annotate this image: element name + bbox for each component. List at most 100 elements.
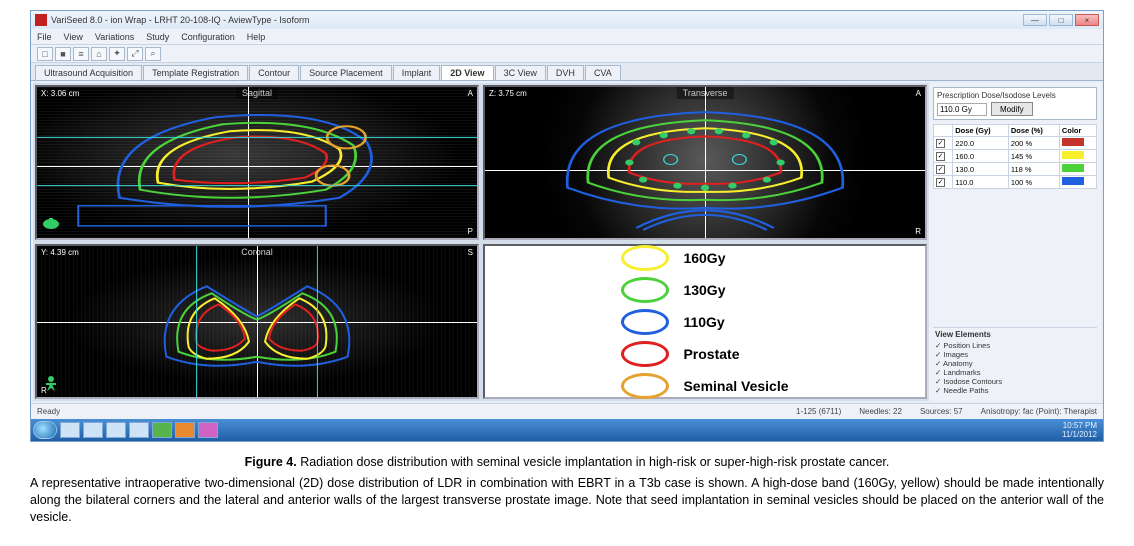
taskbar-icon-2[interactable]	[83, 422, 103, 438]
figure-title: Radiation dose distribution with seminal…	[300, 455, 889, 469]
tab-cva[interactable]: CVA	[585, 65, 621, 80]
status-ready: Ready	[37, 407, 60, 416]
tool-btn-2[interactable]: ■	[55, 47, 71, 61]
status-source-type: 1-125 (6711)	[796, 407, 841, 416]
start-button-icon[interactable]	[33, 421, 57, 439]
window-close-button[interactable]: ×	[1075, 14, 1099, 26]
legend-oval-110-icon	[621, 309, 669, 335]
rx-modify-button[interactable]: Modify	[991, 102, 1033, 116]
transverse-contours	[485, 87, 925, 238]
legend-oval-prostate-icon	[621, 341, 669, 367]
view-legend: 160Gy 130Gy 110Gy Prostate	[483, 244, 927, 399]
menu-study[interactable]: Study	[146, 32, 169, 42]
tool-btn-3[interactable]: ≡	[73, 47, 89, 61]
tool-btn-6[interactable]: ⤢	[127, 47, 143, 61]
menu-variations[interactable]: Variations	[95, 32, 134, 42]
ve-isodose[interactable]: ✓ Isodose Contours	[935, 377, 1095, 386]
view-sagittal[interactable]: Sagittal X: 3.06 cm A P	[35, 85, 479, 240]
iso-chk-110[interactable]: ✓	[936, 178, 945, 187]
iso-h-color: Color	[1059, 125, 1096, 137]
legend-prostate: Prostate	[621, 341, 788, 367]
status-needles: Needles: 22	[859, 407, 902, 416]
window-min-button[interactable]: —	[1023, 14, 1047, 26]
taskbar-icon-3[interactable]	[106, 422, 126, 438]
titlebar: VariSeed 8.0 - ion Wrap - LRHT 20-108-IQ…	[31, 11, 1103, 29]
tab-ultrasound[interactable]: Ultrasound Acquisition	[35, 65, 142, 80]
iso-color-110-icon	[1062, 177, 1084, 185]
sagittal-orient-icon	[41, 214, 61, 234]
iso-row-110[interactable]: ✓ 110.0 100 %	[934, 176, 1097, 189]
tab-template-reg[interactable]: Template Registration	[143, 65, 248, 80]
figure-body: A representative intraoperative two-dime…	[30, 475, 1104, 526]
ve-anatomy[interactable]: ✓ Anatomy	[935, 359, 1095, 368]
tool-btn-7[interactable]: ⌕	[145, 47, 161, 61]
iso-row-220[interactable]: ✓ 220.0 200 %	[934, 137, 1097, 150]
tab-3c-view[interactable]: 3C View	[495, 65, 546, 80]
taskbar-icon-5[interactable]	[152, 422, 172, 438]
menu-configuration[interactable]: Configuration	[181, 32, 235, 42]
taskbar-icon-7[interactable]	[198, 422, 218, 438]
legend-label-prostate: Prostate	[683, 346, 739, 362]
menu-view[interactable]: View	[64, 32, 83, 42]
iso-color-220-icon	[1062, 138, 1084, 146]
iso-chk-160[interactable]: ✓	[936, 152, 945, 161]
iso-h-pct: Dose (%)	[1008, 125, 1059, 137]
tab-source-placement[interactable]: Source Placement	[300, 65, 392, 80]
view-coronal[interactable]: Coronal Y: 4.39 cm S R	[35, 244, 479, 399]
isodose-table: Dose (Gy) Dose (%) Color ✓ 220.0 200 % ✓…	[933, 124, 1097, 189]
iso-chk-220[interactable]: ✓	[936, 139, 945, 148]
iso-chk-130[interactable]: ✓	[936, 165, 945, 174]
iso-header-row: Dose (Gy) Dose (%) Color	[934, 125, 1097, 137]
iso-row-130[interactable]: ✓ 130.0 118 %	[934, 163, 1097, 176]
taskbar-icon-6[interactable]	[175, 422, 195, 438]
tab-dvh[interactable]: DVH	[547, 65, 584, 80]
window-title: VariSeed 8.0 - ion Wrap - LRHT 20-108-IQ…	[51, 15, 1023, 25]
taskbar-icon-4[interactable]	[129, 422, 149, 438]
window-max-button[interactable]: □	[1049, 14, 1073, 26]
tab-contour[interactable]: Contour	[249, 65, 299, 80]
ve-needle-paths[interactable]: ✓ Needle Paths	[935, 386, 1095, 395]
iso-row-160[interactable]: ✓ 160.0 145 %	[934, 150, 1097, 163]
rx-box: Prescription Dose/Isodose Levels Modify	[933, 87, 1097, 120]
coronal-orient-icon	[41, 373, 61, 393]
menubar: File View Variations Study Configuration…	[31, 29, 1103, 45]
legend-160gy: 160Gy	[621, 245, 788, 271]
legend-110gy: 110Gy	[621, 309, 788, 335]
view-transverse[interactable]: Transverse Z: 3.75 cm A R	[483, 85, 927, 240]
tool-btn-5[interactable]: ✦	[109, 47, 125, 61]
iso-color-160-icon	[1062, 151, 1084, 159]
ve-landmarks[interactable]: ✓ Landmarks	[935, 368, 1095, 377]
ve-images[interactable]: ✓ Images	[935, 350, 1095, 359]
legend-oval-130-icon	[621, 277, 669, 303]
legend-130gy: 130Gy	[621, 277, 788, 303]
legend-label-130: 130Gy	[683, 282, 725, 298]
rx-dose-input[interactable]	[937, 103, 987, 116]
menu-help[interactable]: Help	[247, 32, 266, 42]
figure-caption: Figure 4. Radiation dose distribution wi…	[30, 454, 1104, 526]
iso-h-gy: Dose (Gy)	[953, 125, 1009, 137]
tab-2d-view[interactable]: 2D View	[441, 65, 493, 80]
tool-btn-1[interactable]: □	[37, 47, 53, 61]
status-aniso: Anisotropy: fac (Point): Therapist	[981, 407, 1097, 416]
ve-title: View Elements	[935, 330, 1095, 339]
toolbar: □ ■ ≡ ⌂ ✦ ⤢ ⌕	[31, 45, 1103, 63]
side-panel: Prescription Dose/Isodose Levels Modify …	[929, 83, 1101, 401]
tool-btn-4[interactable]: ⌂	[91, 47, 107, 61]
menu-file[interactable]: File	[37, 32, 52, 42]
taskbar-icon-1[interactable]	[60, 422, 80, 438]
legend-label-160: 160Gy	[683, 250, 725, 266]
main-area: Sagittal X: 3.06 cm A P	[31, 81, 1103, 403]
legend-sv: Seminal Vesicle	[621, 373, 788, 399]
taskbar-clock[interactable]: 10:57 PM 11/1/2012	[1062, 421, 1101, 439]
status-sources: Sources: 57	[920, 407, 963, 416]
app-window: VariSeed 8.0 - ion Wrap - LRHT 20-108-IQ…	[30, 10, 1104, 442]
ve-position-lines[interactable]: ✓ Position Lines	[935, 341, 1095, 350]
legend-label-110: 110Gy	[683, 314, 724, 330]
statusbar: Ready 1-125 (6711) Needles: 22 Sources: …	[31, 403, 1103, 419]
legend-label-sv: Seminal Vesicle	[683, 378, 788, 394]
windows-taskbar: 10:57 PM 11/1/2012	[31, 419, 1103, 441]
view-elements-panel: View Elements ✓ Position Lines ✓ Images …	[933, 327, 1097, 397]
sagittal-contours	[37, 87, 477, 238]
legend-oval-sv-icon	[621, 373, 669, 399]
tab-implant[interactable]: Implant	[393, 65, 441, 80]
